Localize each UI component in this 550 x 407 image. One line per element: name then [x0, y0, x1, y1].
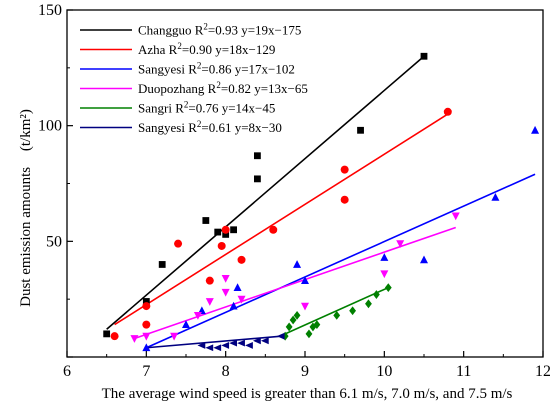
y-tick-label: 50 — [46, 233, 62, 250]
data-point-4 — [313, 320, 321, 330]
y-tick-label: 100 — [38, 118, 62, 135]
data-point-2 — [293, 260, 302, 268]
data-point-5 — [260, 337, 269, 345]
data-markers — [103, 52, 540, 352]
data-point-4 — [289, 315, 297, 325]
data-point-4 — [333, 310, 341, 320]
fit-line-3 — [134, 226, 456, 340]
y-axis-label: Dust emission amounts (t/km²) — [18, 109, 34, 307]
data-point-0 — [254, 152, 261, 160]
data-point-1 — [205, 276, 214, 285]
data-point-2 — [380, 253, 389, 261]
data-point-0 — [420, 52, 428, 60]
fit-line-4 — [284, 286, 389, 335]
data-point-5 — [237, 339, 245, 347]
data-point-1 — [142, 320, 151, 329]
x-tick-label: 11 — [456, 363, 471, 380]
data-point-2 — [142, 343, 151, 352]
x-tick-label: 9 — [301, 363, 309, 380]
data-point-2 — [233, 283, 242, 291]
data-point-0 — [158, 261, 166, 268]
data-point-1 — [217, 241, 226, 250]
data-point-1 — [110, 332, 119, 341]
y-tick-label: 150 — [38, 2, 62, 19]
data-point-4 — [373, 290, 380, 299]
data-point-0 — [230, 226, 237, 234]
data-point-4 — [384, 283, 392, 292]
x-tick-label: 12 — [535, 363, 550, 380]
x-tick-label: 10 — [376, 363, 392, 380]
legend-entry-5: Sangyesi R2=0.61 y=8x−30 — [138, 119, 282, 135]
y-axis-label-main: Dust emission amounts — [18, 167, 34, 307]
legend-entry-0: Changguo R2=0.93 y=19x−175 — [138, 22, 301, 38]
data-point-3 — [451, 212, 460, 221]
legend-entry-1: Azha R2=0.90 y=18x−129 — [138, 41, 275, 57]
data-point-3 — [396, 240, 405, 249]
legend-entry-2: Sangyesi R2=0.86 y=17x−102 — [138, 61, 295, 77]
data-point-1 — [174, 239, 183, 248]
data-point-0 — [222, 230, 230, 238]
data-point-4 — [365, 299, 372, 309]
data-point-2 — [491, 192, 500, 201]
data-point-2 — [229, 301, 238, 310]
data-point-1 — [340, 165, 349, 174]
data-point-2 — [182, 320, 190, 329]
fit-line-2 — [146, 173, 536, 349]
data-point-0 — [214, 228, 222, 236]
fit-line-0 — [106, 55, 425, 330]
x-axis: 6 7 8 9 10 11 12 — [63, 351, 550, 380]
data-point-0 — [357, 126, 364, 134]
x-axis-label: The average wind speed is greater than 6… — [102, 386, 513, 402]
data-point-3 — [301, 302, 309, 311]
data-point-5 — [229, 339, 237, 347]
data-point-2 — [531, 125, 540, 134]
data-point-3 — [130, 335, 139, 343]
data-point-4 — [285, 322, 293, 332]
data-point-2 — [301, 276, 309, 285]
data-point-5 — [221, 342, 230, 349]
data-point-3 — [193, 311, 202, 320]
x-tick-label: 7 — [142, 363, 150, 380]
data-point-1 — [221, 225, 230, 234]
data-point-3 — [170, 332, 179, 341]
data-point-5 — [253, 337, 261, 345]
data-point-1 — [340, 195, 349, 204]
fit-line-5 — [146, 335, 282, 349]
x-tick-label: 8 — [222, 363, 230, 380]
data-point-1 — [443, 107, 452, 116]
data-point-0 — [142, 298, 150, 305]
data-point-3 — [205, 298, 214, 306]
data-point-3 — [237, 295, 246, 304]
x-tick-label: 6 — [63, 363, 71, 380]
data-point-1 — [269, 225, 278, 234]
y-axis: 50 100 150 — [38, 2, 73, 358]
data-point-1 — [142, 302, 151, 311]
fit-lines — [106, 55, 536, 349]
data-point-5 — [197, 342, 206, 349]
data-point-5 — [213, 344, 222, 352]
data-point-2 — [420, 255, 428, 264]
y-axis-label-unit: (t/km²) — [18, 109, 34, 151]
data-point-3 — [221, 288, 230, 297]
data-point-3 — [221, 274, 230, 283]
data-point-4 — [293, 310, 301, 320]
data-point-0 — [254, 175, 261, 183]
data-point-4 — [305, 329, 313, 339]
legend-entry-3: Duopozhang R2=0.82 y=13x−65 — [138, 80, 308, 96]
data-point-1 — [237, 255, 246, 264]
legend: Changguo R2=0.93 y=19x−175 Azha R2=0.90 y… — [80, 22, 308, 135]
legend-entry-4: Sangri R2=0.76 y=14x−45 — [138, 100, 275, 116]
data-point-5 — [245, 342, 253, 349]
data-point-3 — [142, 332, 151, 341]
data-point-0 — [202, 217, 210, 224]
data-point-5 — [205, 344, 214, 352]
data-point-4 — [349, 306, 356, 316]
data-point-3 — [380, 270, 389, 279]
fit-line-1 — [114, 113, 449, 326]
data-point-5 — [276, 332, 285, 340]
data-point-0 — [103, 330, 111, 338]
